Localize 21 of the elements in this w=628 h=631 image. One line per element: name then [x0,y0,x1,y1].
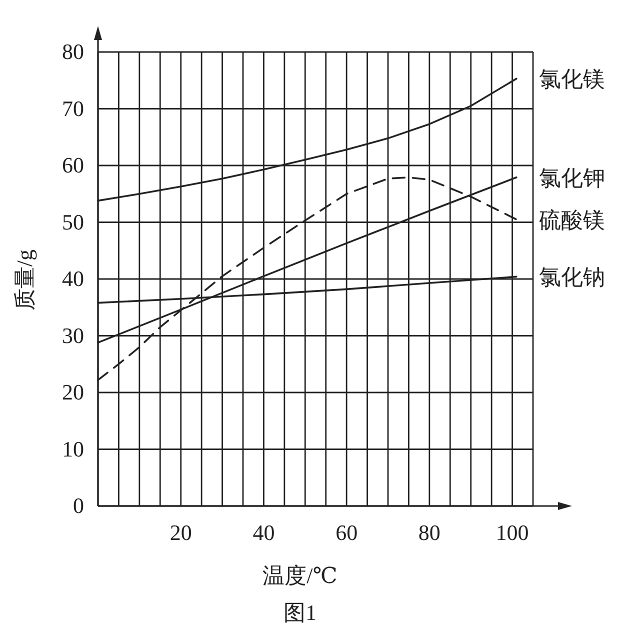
x-tick-label: 20 [170,520,192,545]
y-tick-label: 20 [62,380,84,404]
y-tick-label: 40 [62,266,84,291]
series-label: 氯化镁 [539,66,605,92]
y-tick-label: 0 [73,493,84,518]
x-tick-label: 40 [252,520,275,545]
x-tick-label: 80 [418,520,440,545]
caption: 图1 [284,600,316,625]
y-tick-label: 10 [62,436,84,462]
y-tick-label: 30 [62,322,84,348]
y-tick-label: 60 [62,152,84,178]
y-tick-label: 80 [62,39,84,64]
x-tick-label: 100 [496,520,529,545]
y-tick-label: 70 [62,96,84,121]
y-axis-title: 质量/g [12,249,37,311]
x-axis-title: 温度/℃ [262,563,338,588]
series-label: 氯化钾 [539,165,605,190]
x-tick-label: 60 [336,520,358,545]
series-label: 硫酸镁 [539,207,605,232]
y-tick-label: 50 [62,209,84,234]
series-label: 氯化钠 [539,264,605,290]
